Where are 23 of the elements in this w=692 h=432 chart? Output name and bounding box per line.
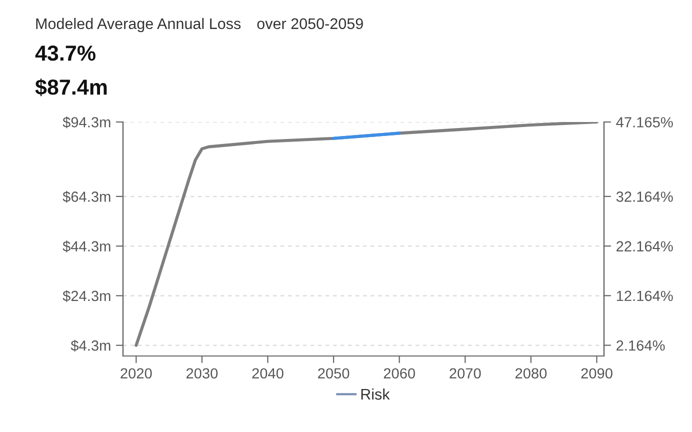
x-tick-label: 2090	[581, 368, 612, 379]
y-tick-label: $64.3m	[62, 190, 110, 203]
x-tick-label: 2040	[252, 368, 284, 379]
text: Risk	[361, 388, 390, 400]
text: $87.4m	[35, 78, 107, 96]
y-tick-label: $94.3m	[62, 116, 110, 128]
y2-tick-label: 32.164%	[616, 192, 673, 202]
x-tick-label: 2030	[186, 368, 218, 379]
y-tick-label: $4.3m	[70, 340, 110, 352]
x-tick-label: 2060	[384, 368, 416, 379]
y2-tick-label: 22.164%	[616, 241, 673, 252]
y2-tick-label: 2.164%	[616, 340, 665, 351]
x-tick-label: 2080	[515, 368, 547, 379]
x-tick-label: 2070	[450, 368, 481, 379]
y-tick-label: $24.3m	[62, 290, 110, 302]
chart-title: Modeled Average Annual Loss	[36, 18, 241, 32]
y2-tick-label: 12.164%	[616, 290, 673, 302]
x-tick-label: 2050	[318, 368, 350, 379]
text: over 2050-2059	[257, 18, 363, 30]
text: 43.7%	[35, 46, 96, 61]
x-tick-label: 2020	[120, 368, 152, 379]
y-tick-label: $44.3m	[62, 240, 110, 252]
y2-tick-label: 47.165%	[616, 117, 673, 128]
